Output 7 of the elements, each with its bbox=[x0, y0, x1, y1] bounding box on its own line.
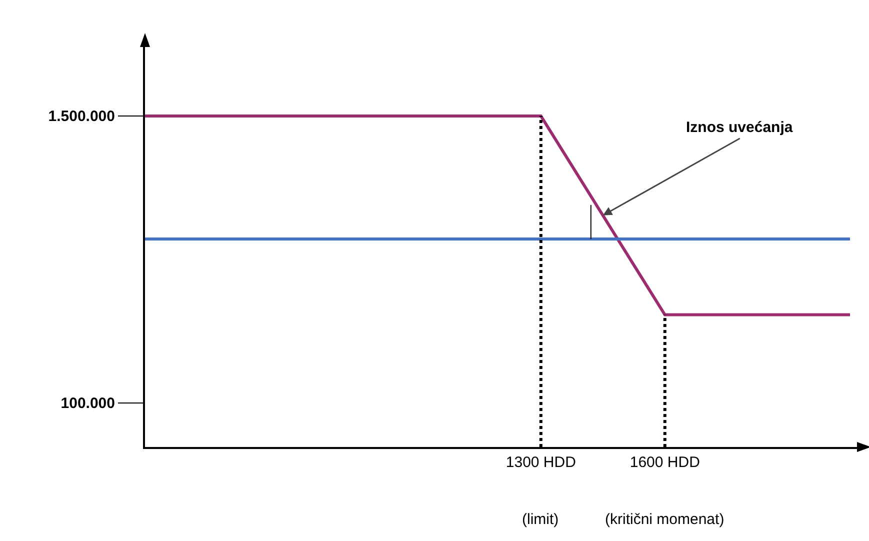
x-tick-label: 1300 HDD bbox=[506, 454, 576, 471]
text: (kritični momenat) bbox=[605, 511, 724, 528]
text: (limit) bbox=[522, 511, 559, 528]
y-tick-label: 1.500.000 bbox=[48, 108, 115, 126]
x-tick-label: 1600 HDD bbox=[630, 454, 700, 471]
y-tick-label: 100.000 bbox=[60, 395, 115, 412]
annotation: Iznos uvećanja bbox=[686, 119, 794, 136]
